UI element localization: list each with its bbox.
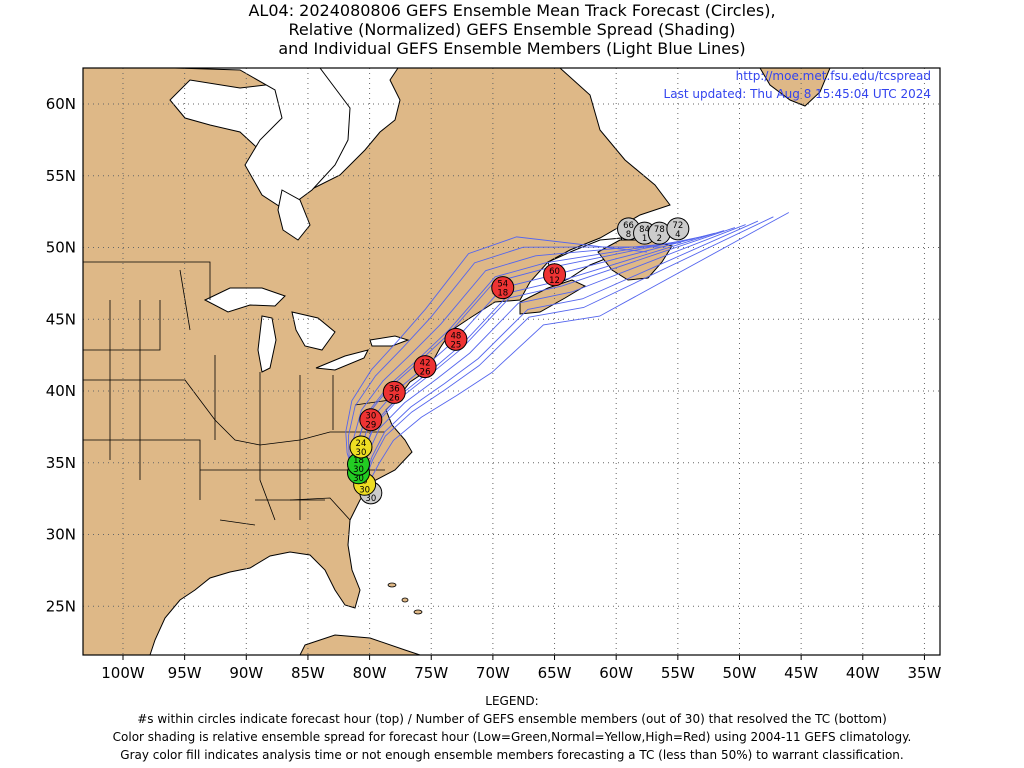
member-count: 30 (359, 485, 370, 495)
lat-tick-label: 45N (46, 310, 76, 328)
lon-tick-label: 60W (599, 664, 633, 682)
map-frame (82, 67, 941, 656)
member-count: 30 (353, 465, 364, 475)
lon-tick-label: 35W (907, 664, 941, 682)
member-count: 25 (450, 340, 461, 350)
lon-tick-label: 95W (168, 664, 202, 682)
lat-tick-label: 25N (46, 597, 76, 615)
track-map: 0306301230183024303029362642264825541860… (46, 67, 942, 682)
greenland (759, 68, 831, 107)
member-count: 26 (389, 393, 400, 403)
member-count: 12 (549, 276, 560, 286)
lon-tick-label: 75W (414, 664, 448, 682)
lon-tick-label: 45W (784, 664, 818, 682)
member-count: 18 (497, 289, 508, 299)
forecast-hour: 42 (420, 359, 431, 369)
bahamas (387, 582, 423, 615)
forecast-hour: 18 (353, 456, 364, 466)
lon-tick-label: 85W (291, 664, 325, 682)
lake-ontario (369, 335, 410, 347)
lat-tick-label: 35N (46, 454, 76, 472)
member-count: 30 (365, 494, 376, 504)
lake-superior (203, 287, 286, 313)
lon-tick-label: 50W (723, 664, 757, 682)
legend-line-1: #s within circles indicate forecast hour… (137, 712, 887, 726)
forecast-hour: 60 (549, 267, 560, 277)
lon-tick-label: 40W (846, 664, 880, 682)
lake-michigan (257, 315, 277, 373)
member-count: 30 (353, 474, 364, 484)
lake-erie (315, 349, 369, 371)
forecast-hour: 54 (497, 280, 508, 290)
legend-line-3: Gray color fill indicates analysis time … (120, 748, 904, 762)
forecast-hour: 78 (654, 225, 665, 235)
member-count: 26 (420, 368, 431, 378)
latitude-tick-labels: 60N 55N 50N 45N 40N 35N 30N 25N (46, 95, 76, 615)
map-title: AL04: 2024080806 GEFS Ensemble Mean Trac… (0, 1, 1024, 58)
lat-lon-grid (83, 68, 940, 660)
lon-tick-label: 70W (476, 664, 510, 682)
lat-tick-label: 40N (46, 382, 76, 400)
last-updated: Last updated: Thu Aug 8 15:45:04 UTC 202… (664, 87, 931, 101)
forecast-hour: 30 (365, 412, 376, 422)
member-count: 30 (356, 448, 367, 458)
forecast-hour: 84 (639, 225, 650, 235)
member-count: 29 (365, 421, 376, 431)
mean-track-circles: 0306301230183024303029362642264825541860… (346, 217, 690, 505)
source-url[interactable]: http://moe.met.fsu.edu/tcspread (736, 69, 931, 83)
legend-line-2: Color shading is relative ensemble sprea… (112, 730, 912, 744)
political-borders (83, 261, 391, 526)
lat-tick-label: 55N (46, 167, 76, 185)
title-line-2: Relative (Normalized) GEFS Ensemble Spre… (288, 20, 736, 39)
track-circle-hour-78: 782 (647, 221, 671, 245)
cuba (299, 634, 421, 655)
lon-tick-label: 100W (101, 664, 145, 682)
forecast-hour: 24 (356, 439, 367, 449)
james-bay (277, 189, 311, 241)
longitude-tick-labels: 100W 95W 90W 85W 80W 75W 70W 65W 60W 55W 50W 45W 40W… (101, 664, 941, 682)
member-count: 8 (626, 230, 631, 240)
lat-tick-label: 30N (46, 526, 76, 544)
lat-tick-label: 50N (46, 239, 76, 257)
title-line-1: AL04: 2024080806 GEFS Ensemble Mean Trac… (248, 1, 776, 20)
lon-tick-label: 90W (229, 664, 263, 682)
forecast-hour: 36 (389, 384, 400, 394)
lake-huron (291, 311, 336, 351)
track-circle-hour-72: 724 (666, 217, 690, 241)
forecast-hour: 66 (623, 221, 634, 231)
member-count: 4 (675, 230, 680, 240)
member-count: 1 (642, 234, 647, 244)
title-line-3: and Individual GEFS Ensemble Members (Li… (278, 39, 746, 58)
lon-tick-label: 80W (353, 664, 387, 682)
member-count: 2 (657, 234, 662, 244)
forecast-hour: 48 (450, 331, 461, 341)
forecast-hour: 72 (672, 221, 683, 231)
lat-tick-label: 60N (46, 95, 76, 113)
legend: LEGEND: #s within circles indicate forec… (0, 692, 1024, 764)
lon-tick-label: 55W (661, 664, 695, 682)
legend-heading: LEGEND: (485, 694, 539, 708)
lon-tick-label: 65W (538, 664, 572, 682)
